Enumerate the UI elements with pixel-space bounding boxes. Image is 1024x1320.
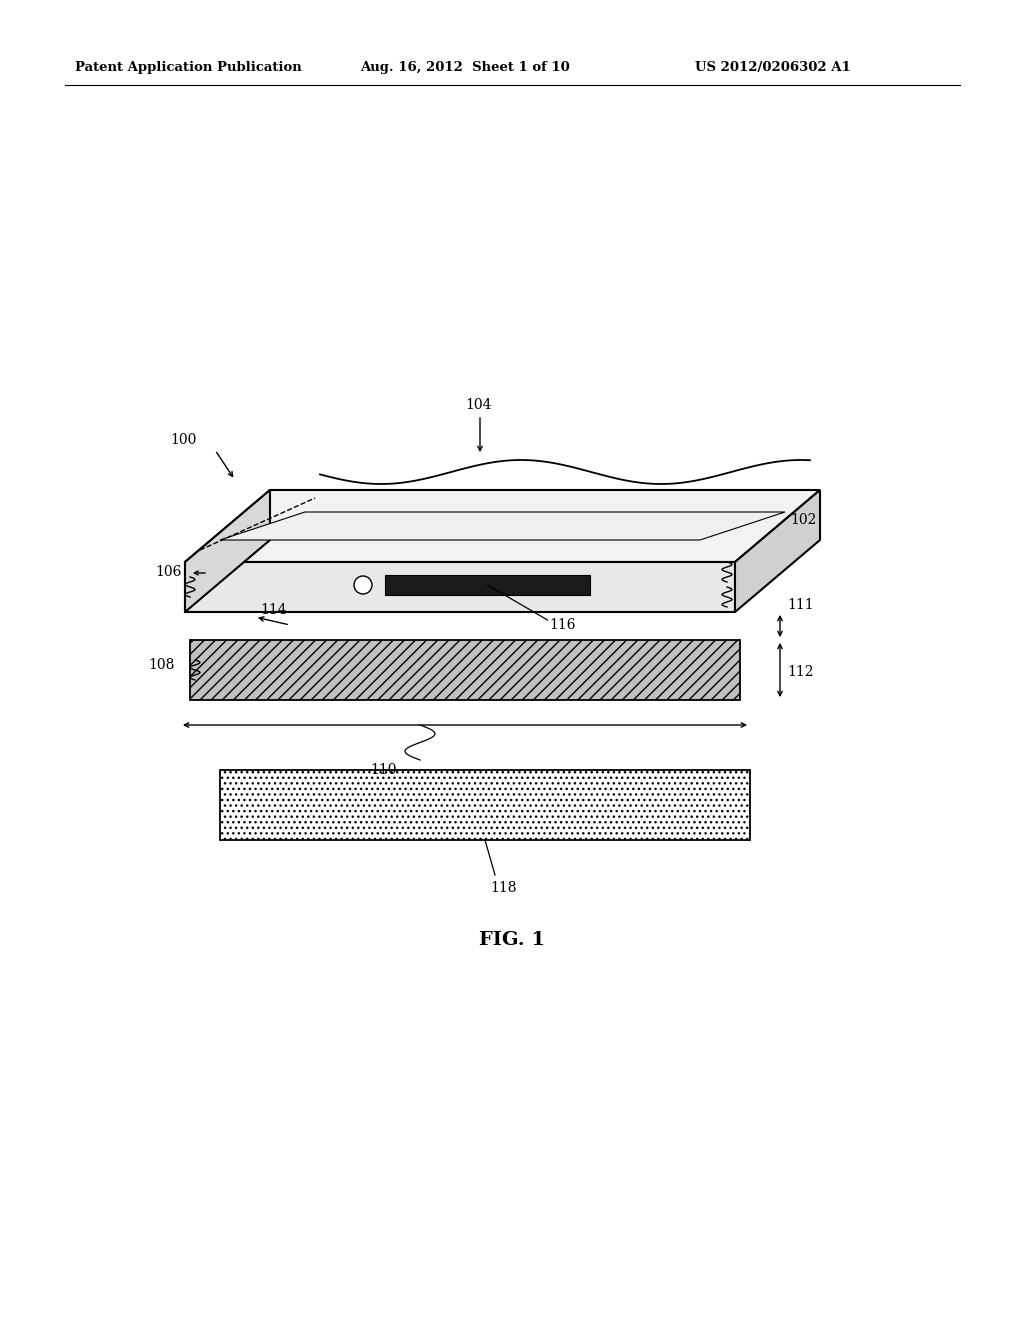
Text: 111: 111 (787, 598, 814, 612)
Text: 116: 116 (550, 618, 575, 632)
Text: US 2012/0206302 A1: US 2012/0206302 A1 (695, 62, 851, 74)
Text: Patent Application Publication: Patent Application Publication (75, 62, 302, 74)
Polygon shape (385, 576, 590, 595)
Text: 102: 102 (790, 513, 816, 527)
Polygon shape (185, 562, 735, 612)
Polygon shape (185, 490, 270, 612)
Text: 110: 110 (370, 763, 396, 777)
Text: 108: 108 (148, 657, 174, 672)
Text: 114: 114 (260, 603, 287, 616)
Text: 118: 118 (490, 880, 516, 895)
Polygon shape (220, 770, 750, 840)
Polygon shape (185, 490, 820, 562)
Text: 112: 112 (787, 665, 813, 678)
Text: Aug. 16, 2012  Sheet 1 of 10: Aug. 16, 2012 Sheet 1 of 10 (360, 62, 569, 74)
Text: 104: 104 (465, 399, 492, 412)
Circle shape (354, 576, 372, 594)
Text: FIG. 1: FIG. 1 (479, 931, 545, 949)
Polygon shape (735, 490, 820, 612)
Text: 106: 106 (155, 565, 181, 579)
Polygon shape (190, 640, 740, 700)
Polygon shape (220, 512, 785, 540)
Text: 100: 100 (170, 433, 197, 447)
